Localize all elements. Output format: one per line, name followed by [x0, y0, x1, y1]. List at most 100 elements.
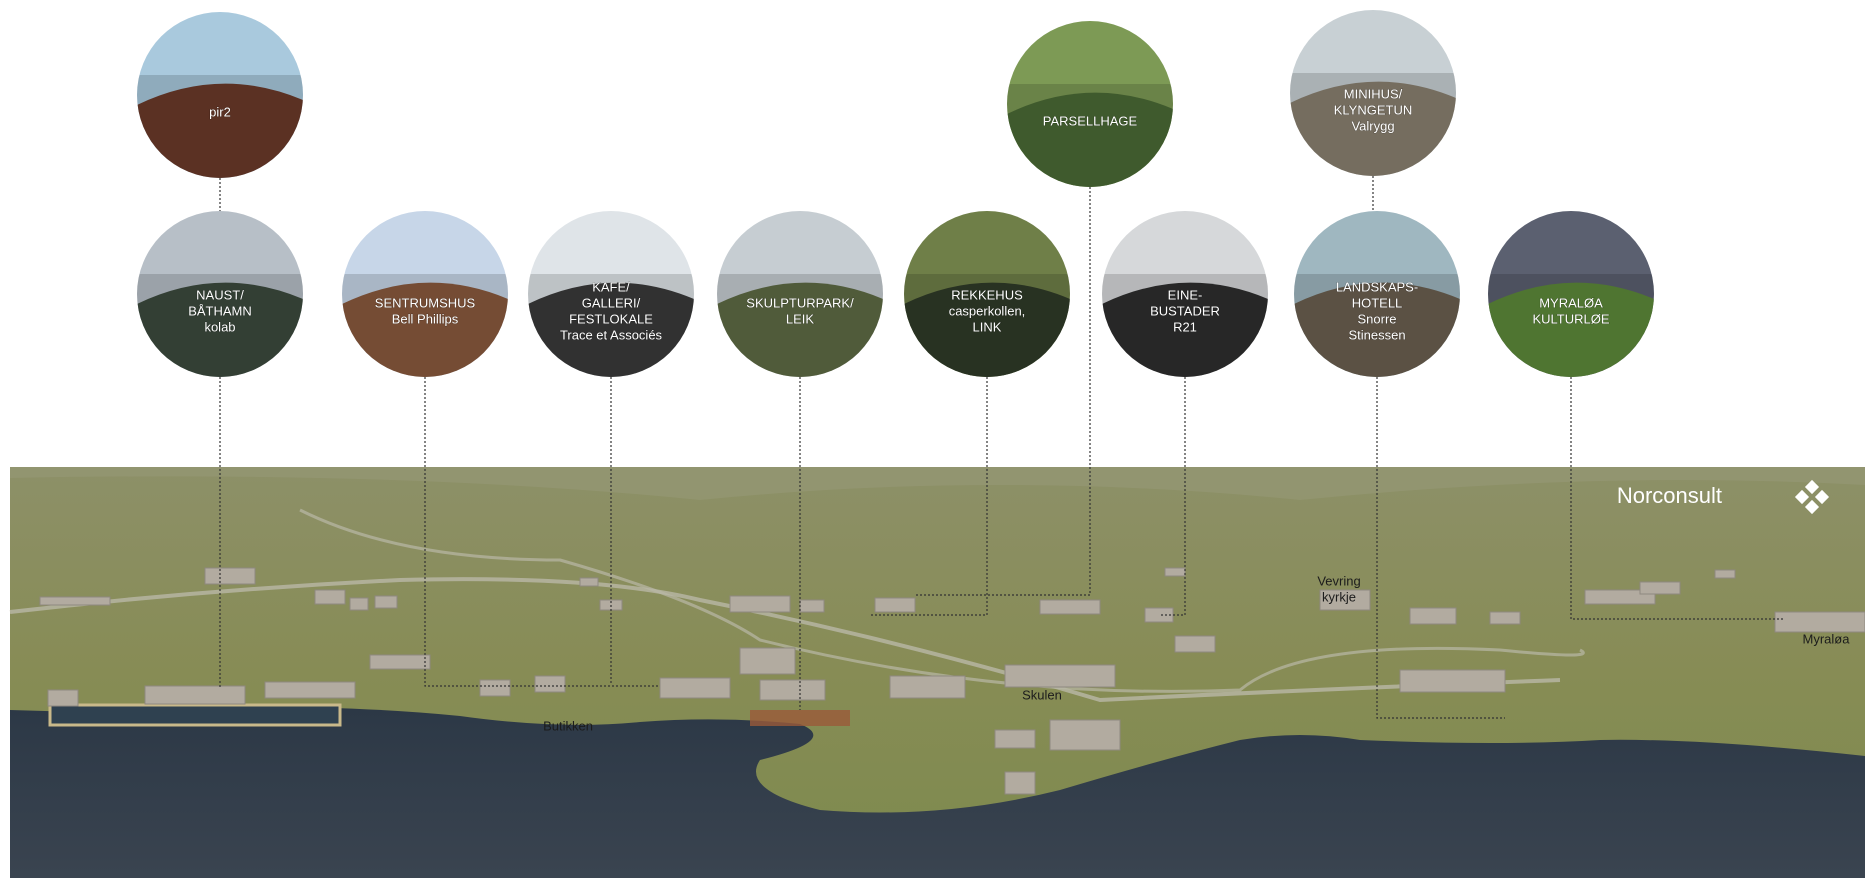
building — [874, 597, 916, 613]
logo-diamond — [1814, 489, 1830, 505]
map-label: Myraløa — [1803, 631, 1851, 646]
circle-label: R21 — [1173, 319, 1197, 334]
building — [729, 595, 791, 613]
circle-label: LEIK — [786, 311, 815, 326]
building — [264, 681, 356, 699]
photo-circle — [1488, 211, 1654, 377]
circle-label: MYRALØA — [1539, 295, 1603, 310]
circle-label: Valrygg — [1351, 118, 1394, 133]
photo-ground — [904, 282, 1070, 377]
building — [579, 577, 599, 587]
circle-label: Snorre — [1357, 311, 1396, 326]
circle-label: LANDSKAPS- — [1336, 279, 1418, 294]
circle-label: Bell Phillips — [392, 311, 459, 326]
circle-label: GALLERI/ — [582, 295, 641, 310]
building — [1164, 567, 1186, 577]
building — [47, 689, 79, 707]
leader-line — [1570, 377, 1785, 620]
photo-ground — [137, 282, 303, 377]
leader-line — [1160, 377, 1186, 616]
buildings — [39, 567, 1865, 795]
logo-diamond — [1804, 479, 1820, 495]
building — [1399, 669, 1506, 693]
leader-line — [870, 377, 988, 616]
photo-ground — [137, 83, 303, 178]
photo-ground — [342, 282, 508, 377]
building — [374, 595, 398, 609]
building — [1409, 607, 1457, 625]
circle-label: casperkollen, — [949, 303, 1026, 318]
building — [534, 675, 566, 693]
circle-label: PARSELLHAGE — [1043, 113, 1138, 128]
photo-ground — [1007, 92, 1173, 187]
photo-ground — [717, 282, 883, 377]
plaza — [750, 710, 850, 726]
logo-mark — [1794, 479, 1830, 515]
road — [9, 577, 1561, 703]
circle-label: SKULPTURPARK/ — [746, 295, 854, 310]
building — [799, 599, 825, 613]
building — [479, 679, 511, 697]
sea — [10, 706, 1865, 878]
harbour — [48, 703, 342, 727]
circle-label: EINE- — [1168, 287, 1203, 302]
building — [1489, 611, 1521, 625]
photo-ground — [1102, 282, 1268, 377]
building — [349, 597, 369, 611]
photo-circle — [528, 211, 694, 377]
building — [369, 654, 431, 670]
circle-label: NAUST/ — [196, 287, 244, 302]
building — [204, 567, 256, 585]
building — [739, 647, 796, 675]
building — [994, 729, 1036, 749]
photo-circle — [1102, 211, 1268, 377]
building — [1004, 771, 1036, 795]
building — [1039, 599, 1101, 615]
map-label: Vevring — [1317, 573, 1360, 588]
map-label: Butikken — [543, 718, 593, 733]
building — [1004, 664, 1116, 688]
circle-label: MINIHUS/ — [1344, 86, 1403, 101]
building — [889, 675, 966, 699]
logo: Norconsult — [1617, 483, 1722, 508]
building — [759, 679, 826, 701]
building — [1049, 719, 1121, 751]
building — [1144, 607, 1174, 623]
building — [1584, 589, 1656, 605]
circle-label: BUSTADER — [1150, 303, 1220, 318]
landscape — [9, 467, 1865, 878]
circle-label: kolab — [204, 319, 235, 334]
building — [659, 677, 731, 699]
map-label: Skulen — [1022, 687, 1062, 702]
building — [314, 589, 346, 605]
circle-label: pir2 — [209, 104, 231, 119]
building — [1319, 589, 1371, 611]
building — [1774, 611, 1865, 633]
leader-lines — [219, 176, 1785, 719]
building — [39, 596, 111, 606]
circle-label: BÅTHAMN — [188, 303, 252, 318]
logo-diamond — [1804, 499, 1820, 515]
circle-label: LINK — [973, 319, 1002, 334]
circle-label: HOTELL — [1352, 295, 1403, 310]
photo-ground — [1294, 282, 1460, 377]
photo-ground — [1290, 81, 1456, 176]
map-label: kyrkje — [1322, 589, 1356, 604]
circle-label: SENTRUMSHUS — [375, 295, 476, 310]
building — [1639, 581, 1681, 595]
circle-label: FESTLOKALE — [569, 311, 653, 326]
circle-label: KLYNGETUN — [1334, 102, 1413, 117]
building — [1714, 569, 1736, 579]
circle-label: Trace et Associés — [560, 327, 663, 342]
hills — [10, 467, 1865, 500]
leader-line — [424, 377, 660, 687]
building — [1174, 635, 1216, 653]
leader-line — [1376, 377, 1505, 719]
circle-label: KAFE/ — [592, 279, 630, 294]
photo-ground — [1488, 282, 1654, 377]
logo-diamond — [1794, 489, 1810, 505]
